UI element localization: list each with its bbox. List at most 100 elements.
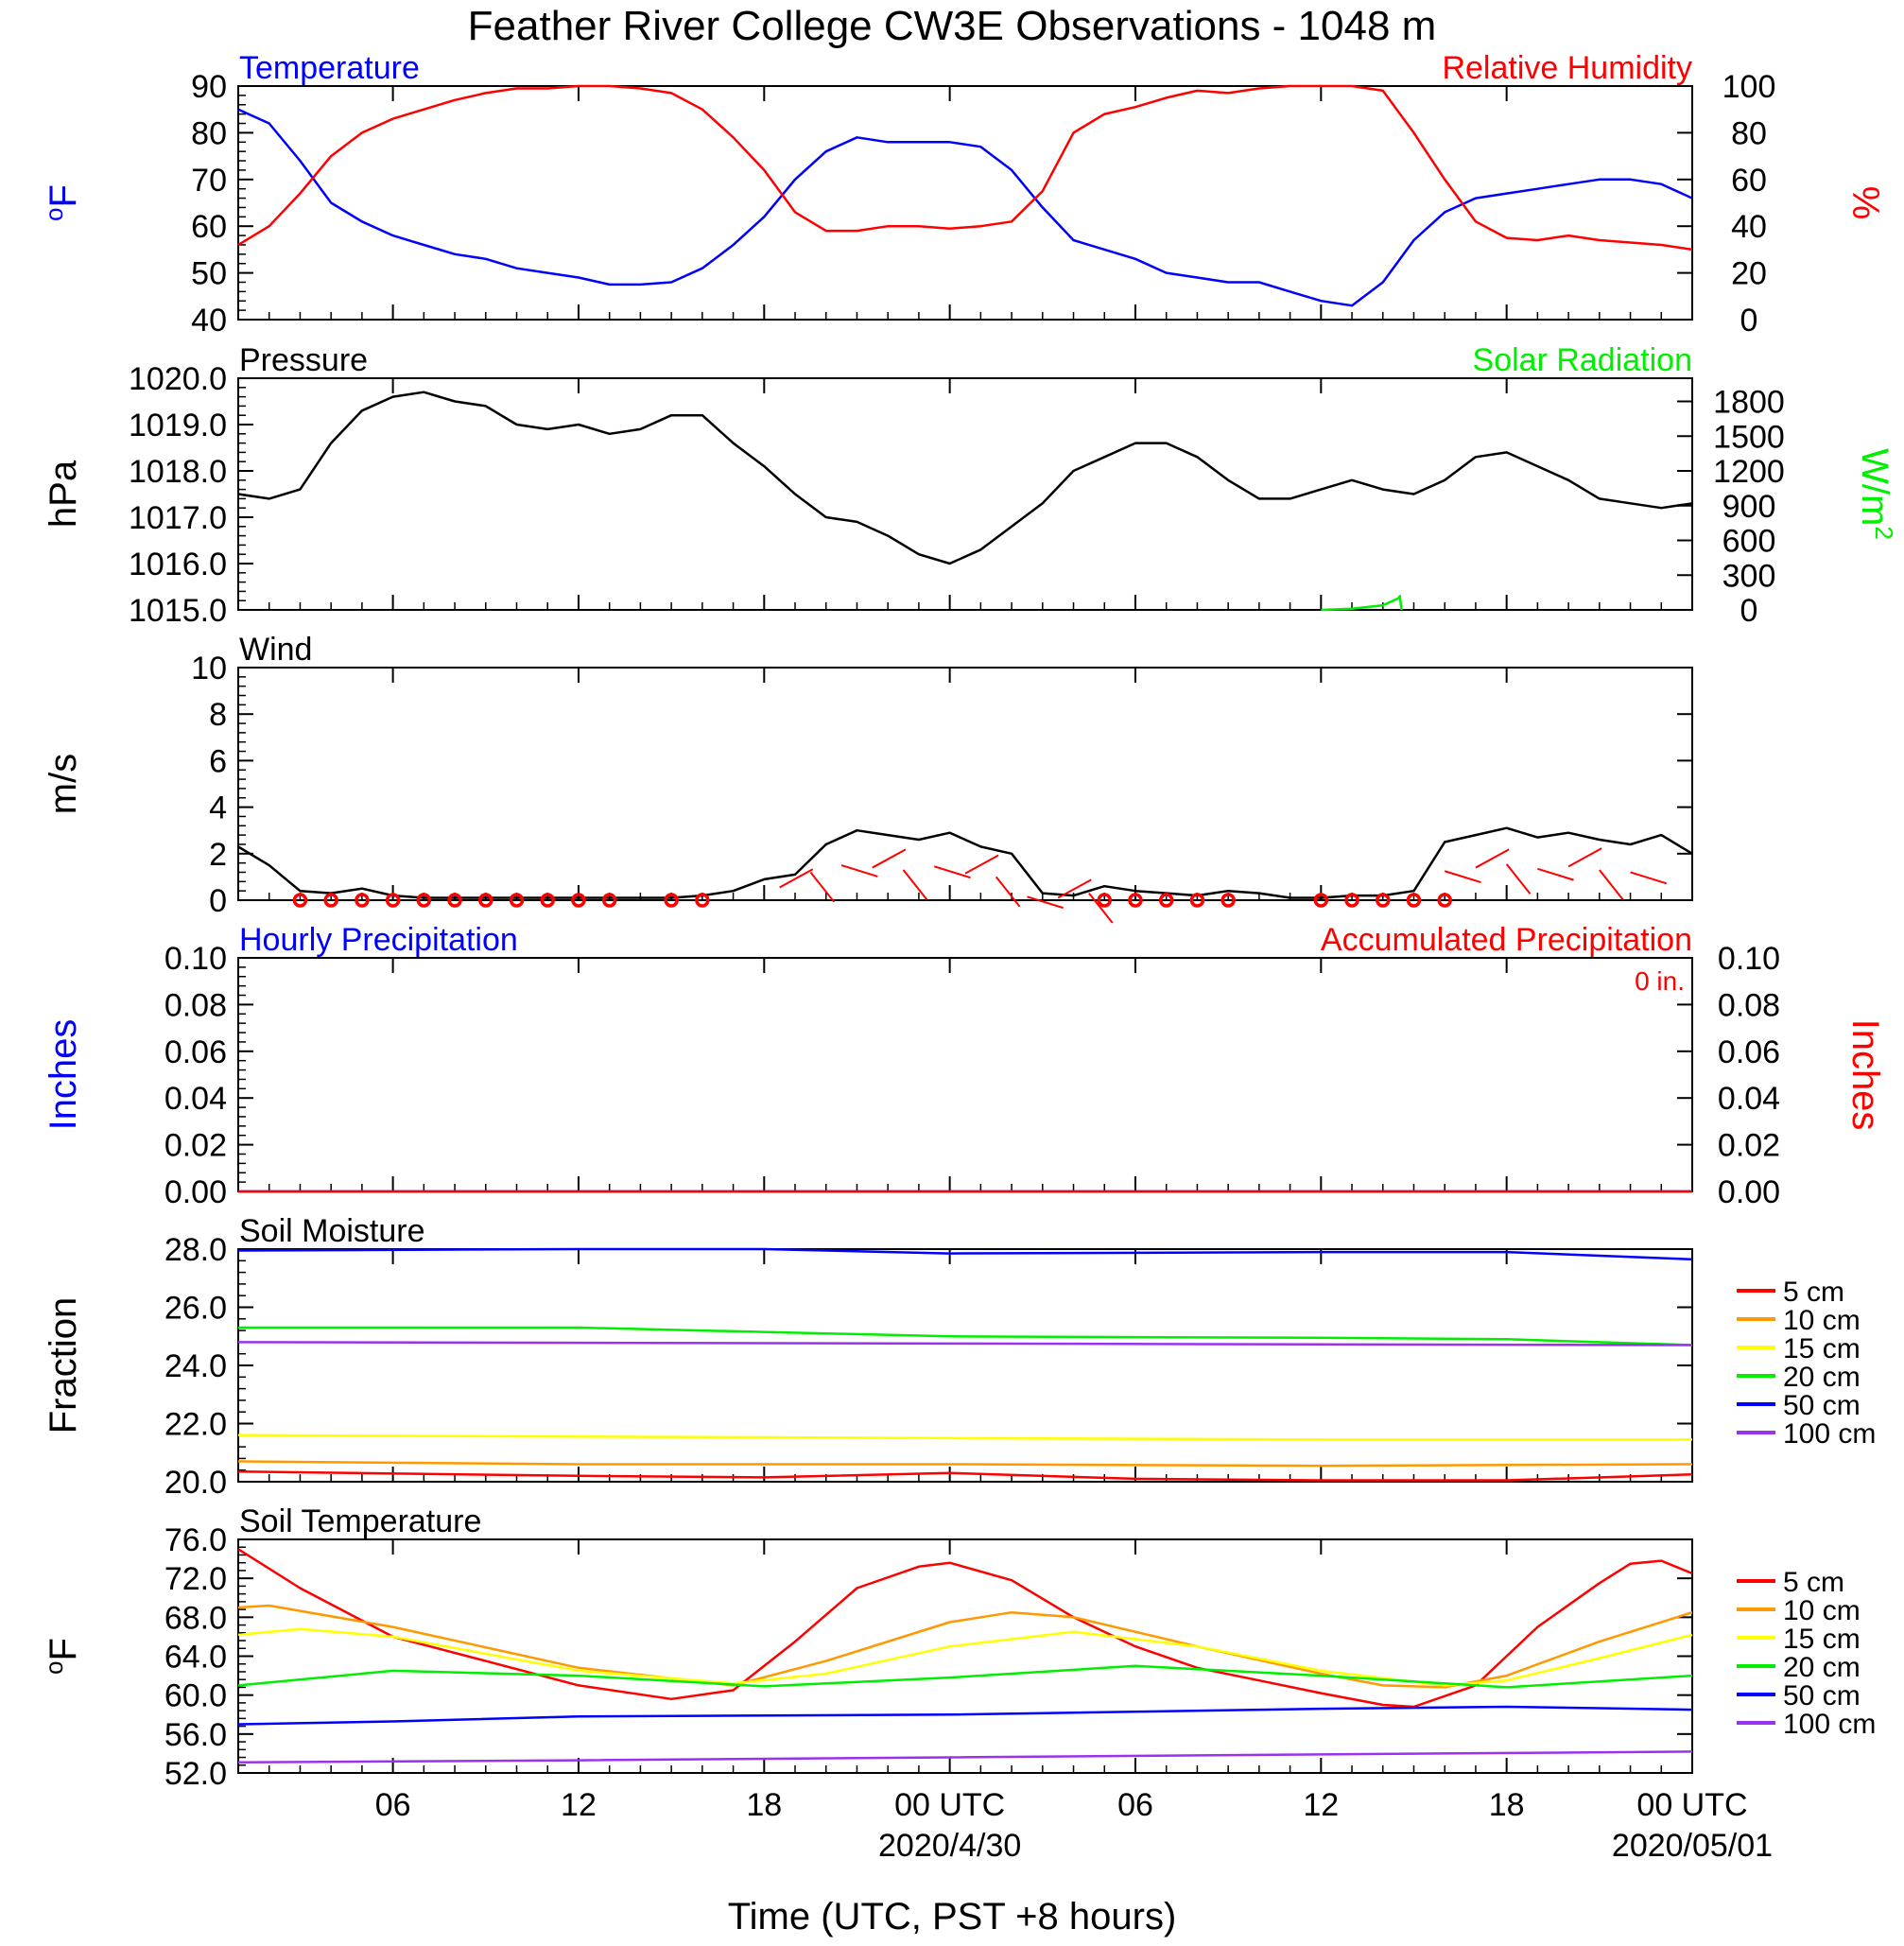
pressure-solar-ytick-label-right: 0 — [1740, 593, 1758, 629]
pressure-solar-series-solar-radiation — [1321, 595, 1403, 612]
wind-barb-staff — [1599, 869, 1624, 900]
precipitation-ytick-label-right: 0.04 — [1718, 1081, 1780, 1117]
pressure-solar-ytick-label-left: 1020.0 — [129, 361, 227, 397]
soil-temperature-ytick-label-left: 52.0 — [164, 1756, 227, 1792]
temperature-humidity-ytick-label-right: 0 — [1740, 303, 1758, 339]
wind-barb-staff — [1537, 867, 1574, 881]
wind-calm-marker — [1376, 893, 1391, 908]
precipitation-ytick-label-right: 0.10 — [1718, 941, 1780, 977]
precipitation-ytick-label-right: 0.08 — [1718, 987, 1780, 1023]
soil-moisture-ylabel-left: Fraction — [43, 1297, 84, 1434]
legend-label: 15 cm — [1783, 1624, 1861, 1655]
wind-calm-marker — [1344, 893, 1359, 908]
temperature-humidity-ytick-label-right: 20 — [1731, 256, 1767, 292]
x-tick-label: 12 — [1303, 1787, 1339, 1823]
wind-barb-staff — [1027, 895, 1064, 910]
temperature-humidity-title-right: Relative Humidity — [1442, 50, 1692, 86]
pressure-solar-ytick-label-right: 900 — [1722, 489, 1776, 525]
temperature-humidity-frame — [237, 85, 1693, 321]
wind-calm-marker — [601, 893, 617, 908]
pressure-solar-title-right: Solar Radiation — [1473, 342, 1692, 378]
temperature-humidity-ylabel-left: oF — [40, 184, 84, 221]
wind-calm-marker — [1406, 893, 1422, 908]
precipitation-ylabel-left-group: Inches — [43, 1019, 84, 1131]
x-tick-label: 06 — [1117, 1787, 1153, 1823]
precipitation-ylabel-right: Inches — [1844, 1019, 1886, 1131]
pressure-solar-ytick-label-left: 1016.0 — [129, 547, 227, 582]
legend-label: 50 cm — [1783, 1680, 1861, 1711]
wind-barb-staff — [1088, 892, 1114, 924]
precipitation-ylabel-left: Inches — [43, 1019, 84, 1131]
temperature-humidity-ytick-label-left: 90 — [191, 69, 227, 105]
soil-temperature-ytick-label-left: 72.0 — [164, 1561, 227, 1597]
precipitation-ytick-label-right: 0.06 — [1718, 1034, 1780, 1070]
x-tick-label: 00 UTC — [894, 1787, 1005, 1823]
temperature-humidity-series-relative-humidity — [237, 84, 1693, 252]
wind-calm-marker — [355, 893, 370, 908]
wind-ytick-label-left: 4 — [209, 791, 227, 826]
pressure-solar-frame — [237, 377, 1693, 611]
precipitation-ytick-label-right: 0.02 — [1718, 1128, 1780, 1164]
temperature-humidity-ytick-label-left: 40 — [191, 303, 227, 339]
soil-moisture-ytick-label-left: 26.0 — [164, 1291, 227, 1327]
soil-moisture-ytick-label-left: 22.0 — [164, 1407, 227, 1443]
x-tick-date-label: 2020/4/30 — [878, 1828, 1021, 1864]
x-axis-label: Time (UTC, PST +8 hours) — [728, 1896, 1177, 1937]
pressure-solar-ytick-label-left: 1017.0 — [129, 500, 227, 536]
precipitation-ytick-label-right: 0.00 — [1718, 1174, 1780, 1210]
pressure-solar-ytick-label-right: 600 — [1722, 524, 1776, 560]
wind-ylabel-left-group: m/s — [43, 754, 84, 814]
wind-barb-staff — [1444, 870, 1481, 884]
soil-temperature-frame — [237, 1538, 1693, 1774]
x-tick-label: 12 — [561, 1787, 597, 1823]
temperature-humidity-ytick-label-right: 80 — [1731, 115, 1767, 151]
legend-label: 5 cm — [1783, 1567, 1844, 1598]
precipitation-title-left: Hourly Precipitation — [239, 922, 518, 958]
pressure-solar-ytick-label-left: 1019.0 — [129, 408, 227, 443]
wind-calm-marker — [1189, 893, 1205, 908]
soil-moisture-series-20-cm — [238, 1326, 1693, 1347]
legend-label: 50 cm — [1783, 1390, 1861, 1421]
wind-barb-staff — [902, 869, 928, 900]
wind-ylabel-left: m/s — [43, 754, 84, 814]
wind-calm-marker — [447, 893, 462, 908]
soil-temperature-ytick-label-left: 76.0 — [164, 1522, 227, 1558]
soil-moisture-ytick-label-left: 28.0 — [164, 1232, 227, 1268]
legend-label: 10 cm — [1783, 1595, 1861, 1626]
soil-temperature-series-10-cm — [237, 1604, 1693, 1689]
pressure-solar-ylabel-right-group: W/m2 — [1854, 448, 1898, 540]
temperature-humidity-ylabel-left-group: oF — [40, 184, 84, 221]
soil-moisture-ylabel-left-group: Fraction — [43, 1297, 84, 1434]
pressure-solar-ytick-label-left: 1018.0 — [129, 454, 227, 490]
pressure-solar-ytick-label-right: 1800 — [1713, 385, 1785, 421]
soil-temperature-ytick-label-left: 68.0 — [164, 1600, 227, 1636]
wind-calm-marker — [571, 893, 586, 908]
wind-barb-staff — [1505, 863, 1532, 895]
legend-label: 100 cm — [1783, 1709, 1876, 1740]
wind-ytick-label-left: 6 — [209, 743, 227, 779]
pressure-solar-ytick-label-right: 300 — [1722, 558, 1776, 594]
pressure-solar-ylabel-left: hPa — [43, 460, 84, 528]
wind-series-wind — [237, 826, 1693, 899]
wind-calm-marker — [385, 893, 401, 908]
precipitation-ytick-label-left: 0.10 — [164, 941, 227, 977]
x-tick-label: 06 — [375, 1787, 411, 1823]
x-tick-label: 18 — [1489, 1787, 1525, 1823]
soil-temperature-series-15-cm — [237, 1627, 1693, 1687]
pressure-solar-ylabel-right: W/m2 — [1854, 448, 1898, 540]
wind-calm-marker — [1220, 893, 1236, 908]
wind-title-left: Wind — [239, 632, 312, 668]
soil-temperature-ytick-label-left: 60.0 — [164, 1678, 227, 1714]
precipitation-annotation: 0 in. — [1635, 966, 1685, 996]
wind-ytick-label-left: 8 — [209, 697, 227, 733]
precipitation-title-right: Accumulated Precipitation — [1321, 922, 1692, 958]
wind-barb-staff — [1057, 878, 1092, 899]
wind-barb-staff — [779, 868, 814, 889]
soil-temperature-series-100-cm — [237, 1750, 1693, 1764]
wind-barb-staff — [1630, 871, 1668, 885]
figure-title: Feather River College CW3E Observations … — [468, 3, 1437, 49]
wind-barb-staff — [872, 848, 907, 869]
precipitation-frame — [237, 957, 1693, 1192]
